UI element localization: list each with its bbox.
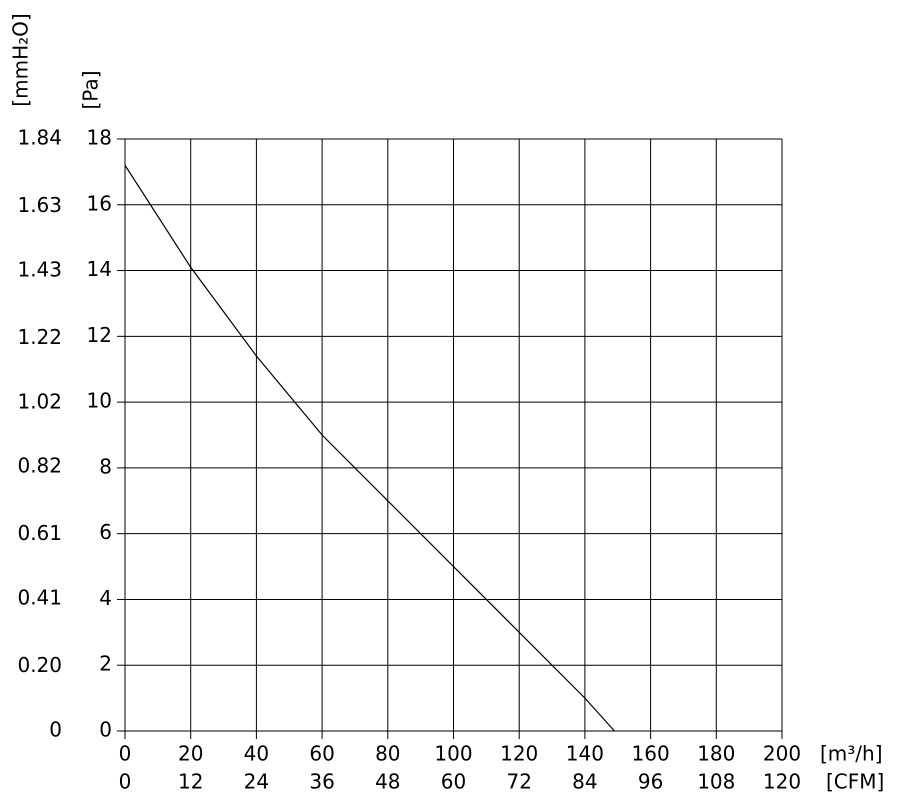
x-tick-label: 120	[500, 742, 538, 766]
y2-tick-label: 0.20	[17, 653, 62, 677]
y-tick-label: 4	[99, 586, 112, 610]
x-tick-label: 200	[763, 742, 801, 766]
y2-tick-label: 0.82	[17, 454, 62, 478]
x2-tick-label: 108	[697, 770, 735, 794]
x2-tick-label: 36	[309, 770, 334, 794]
x2-tick-label: 12	[178, 770, 203, 794]
y-tick-label: 2	[99, 652, 112, 676]
x-tick-label: 40	[244, 742, 269, 766]
y-tick-label: 16	[87, 191, 112, 215]
y2-tick-label: 0	[49, 718, 62, 742]
x2-tick-label: 0	[119, 770, 132, 794]
x2-tick-label: 48	[375, 770, 400, 794]
y-tick-label: 6	[99, 520, 112, 544]
y-axis-label: [Pa]	[79, 70, 103, 109]
x-tick-label: 80	[375, 742, 400, 766]
x-tick-label: 20	[178, 742, 203, 766]
y2-tick-label: 1.84	[17, 126, 62, 150]
x-axis-label: [m³/h]	[820, 742, 883, 766]
y2-tick-label: 0.61	[17, 521, 62, 545]
y2-axis-label: [mmH₂O]	[9, 13, 33, 106]
pressure-curve	[124, 164, 615, 732]
x-tick-label: 160	[632, 742, 670, 766]
x-tick-label: 140	[566, 742, 604, 766]
y-tick-label: 12	[87, 323, 112, 347]
x-tick-label: 0	[119, 742, 132, 766]
x2-tick-label: 24	[244, 770, 269, 794]
y2-tick-label: 1.43	[17, 257, 62, 281]
y2-tick-label: 1.22	[17, 325, 62, 349]
y-tick-label: 0	[99, 718, 112, 742]
x2-tick-label: 84	[572, 770, 597, 794]
y2-tick-label: 1.63	[17, 193, 62, 217]
x2-tick-label: 96	[638, 770, 663, 794]
y-tick-label: 8	[99, 454, 112, 478]
y-tick-label: 10	[87, 389, 112, 413]
y-tick-label: 14	[87, 257, 112, 281]
x2-axis-label: [CFM]	[826, 770, 884, 794]
x2-tick-label: 120	[763, 770, 801, 794]
x-tick-label: 180	[697, 742, 735, 766]
y2-tick-label: 0.41	[17, 586, 62, 610]
x2-tick-label: 72	[506, 770, 531, 794]
y-tick-label: 18	[87, 126, 112, 150]
x-tick-label: 60	[309, 742, 334, 766]
x-tick-label: 100	[434, 742, 472, 766]
y2-tick-label: 1.02	[17, 389, 62, 413]
x2-tick-label: 60	[441, 770, 466, 794]
